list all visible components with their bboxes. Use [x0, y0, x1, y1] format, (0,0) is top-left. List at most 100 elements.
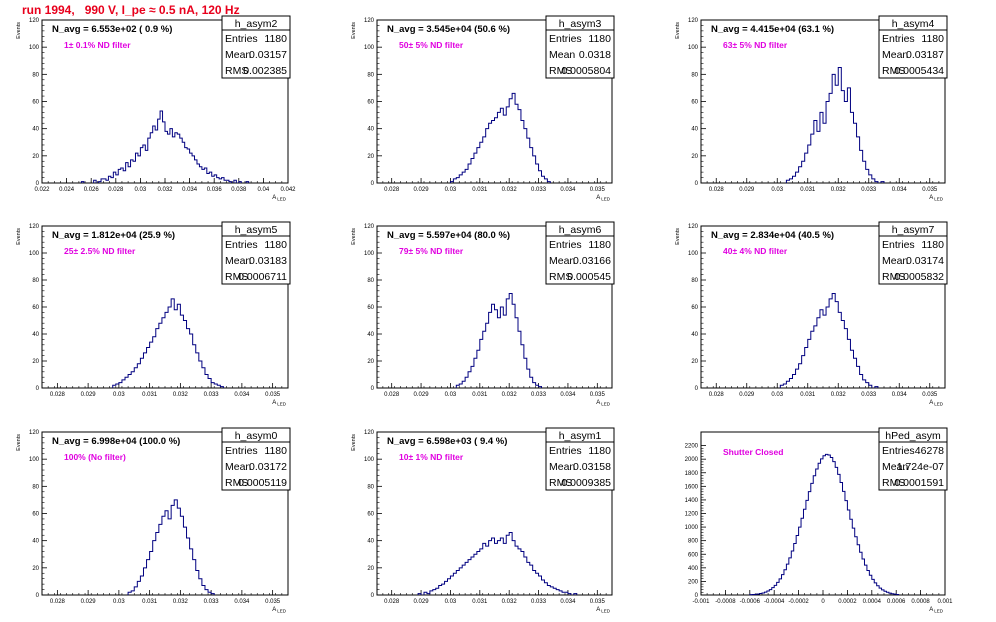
y-tick-label: 20	[367, 154, 374, 160]
y-tick-label: 40	[367, 127, 374, 133]
x-axis-title: ALED	[272, 607, 287, 614]
y-tick-label: 40	[367, 539, 374, 545]
x-tick-label: -0.0006	[740, 599, 761, 605]
x-tick-label: 0.029	[414, 599, 430, 605]
stats-label: Mean	[225, 461, 251, 473]
navg-label: N_avg = 2.834e+04 (40.5 %)	[711, 230, 834, 241]
y-tick-label: 0	[36, 593, 40, 599]
histogram-pad-h_asym6: 0.028 0.029 0.03 0.031 0.032 0.033 0.034 0.035 0…	[351, 221, 615, 407]
stats-label: Entries	[549, 33, 582, 45]
y-tick-label: 2000	[685, 457, 699, 463]
y-tick-label: 120	[29, 224, 40, 230]
x-tick-label: 0.035	[922, 187, 938, 193]
x-tick-label: 0.028	[709, 187, 725, 193]
stats-value: 0.03158	[573, 461, 611, 473]
stats-value: 1180	[264, 33, 287, 45]
x-tick-label: 0.028	[50, 599, 66, 605]
y-tick-label: 80	[32, 278, 39, 284]
navg-label: N_avg = 6.598e+03 ( 9.4 %)	[387, 436, 507, 447]
y-tick-label: 1600	[685, 484, 699, 490]
navg-label: N_avg = 1.812e+04 (25.9 %)	[52, 230, 175, 241]
x-tick-label: 0	[821, 599, 825, 605]
stats-label: RMS	[225, 271, 248, 283]
y-axis-title: Events	[351, 228, 357, 245]
stats-box	[221, 221, 291, 285]
y-axis-title: Events	[351, 22, 357, 39]
stats-label: Mean	[225, 255, 251, 267]
stats-box	[545, 221, 615, 285]
histogram-line	[127, 499, 215, 595]
x-tick-label: 0.034	[234, 392, 250, 398]
x-tick-label: 0.033	[204, 392, 220, 398]
y-tick-label: 100	[364, 45, 375, 51]
stats-histogram-name: h_asym4	[892, 18, 935, 30]
x-tick-label: -0.0004	[764, 599, 785, 605]
stats-value: 1180	[921, 33, 944, 45]
x-tick-label: 0.032	[502, 392, 518, 398]
x-tick-label: 0.033	[861, 187, 877, 193]
y-tick-label: 40	[367, 332, 374, 338]
stats-value: 0.03174	[906, 255, 944, 267]
histogram-pad-h_asym4: 0.028 0.029 0.03 0.031 0.032 0.033 0.034 0.035 0…	[675, 15, 948, 202]
x-tick-label: 0.033	[204, 599, 220, 605]
y-tick-label: 60	[32, 305, 39, 311]
histogram-line	[80, 110, 250, 183]
y-axis-title: Events	[16, 22, 22, 39]
x-tick-label: 0.03	[445, 392, 457, 398]
x-tick-label: 0.0002	[838, 599, 857, 605]
stats-label: Mean	[549, 255, 575, 267]
navg-label: N_avg = 3.545e+04 (50.6 %)	[387, 24, 510, 35]
stats-value: 0.0005804	[561, 65, 611, 77]
y-tick-label: 400	[688, 566, 699, 572]
y-tick-label: 40	[32, 539, 39, 545]
run-title: run 1994, 990 V, I_pe ≈ 0.5 nA, 120 Hz	[22, 3, 240, 17]
filter-annotation: 79± 5% ND filter	[399, 246, 464, 256]
stats-label: Entries	[882, 445, 915, 457]
y-tick-label: 0	[371, 593, 375, 599]
y-tick-label: 120	[29, 430, 40, 436]
filter-annotation: 10± 1% ND filter	[399, 452, 464, 462]
y-tick-label: 100	[688, 251, 699, 257]
stats-value: 1180	[588, 33, 611, 45]
x-tick-label: 0.031	[142, 392, 158, 398]
filter-annotation: 40± 4% ND filter	[723, 246, 788, 256]
x-tick-label: 0.04	[258, 187, 270, 193]
x-tick-label: 0.03	[135, 187, 147, 193]
y-tick-label: 0	[695, 593, 699, 599]
stats-value: 0.03157	[249, 49, 287, 61]
x-tick-label: 0.032	[502, 187, 518, 193]
x-tick-label: 0.035	[265, 599, 281, 605]
stats-label: Entries	[549, 239, 582, 251]
stats-label: RMS	[882, 65, 905, 77]
x-tick-label: 0.028	[384, 392, 400, 398]
y-tick-label: 1000	[685, 525, 699, 531]
x-tick-label: 0.036	[207, 187, 223, 193]
y-tick-label: 2200	[685, 444, 699, 450]
stats-histogram-name: hPed_asym	[885, 430, 941, 442]
y-tick-label: 20	[32, 154, 39, 160]
histogram-pad-h_asym3: 0.028 0.029 0.03 0.031 0.032 0.033 0.034 0.035 0…	[351, 15, 615, 202]
y-tick-label: 40	[691, 332, 698, 338]
x-tick-label: 0.033	[531, 599, 547, 605]
stats-label: RMS	[225, 65, 248, 77]
x-axis-title: ALED	[929, 400, 944, 407]
y-tick-label: 20	[367, 359, 374, 365]
y-tick-label: 120	[688, 18, 699, 24]
y-tick-label: 60	[367, 305, 374, 311]
x-tick-label: 0.034	[560, 392, 576, 398]
y-axis-title: Events	[16, 228, 22, 245]
histogram-pad-h_asym5: 0.028 0.029 0.03 0.031 0.032 0.033 0.034 0.035 0…	[16, 221, 291, 407]
y-tick-label: 100	[364, 251, 375, 257]
histogram-pad-h_asym7: 0.028 0.029 0.03 0.031 0.032 0.033 0.034 0.035 0…	[675, 221, 948, 407]
x-tick-label: 0.034	[892, 392, 908, 398]
x-tick-label: 0.0008	[911, 599, 930, 605]
x-tick-label: 0.03	[445, 599, 457, 605]
y-tick-label: 20	[691, 154, 698, 160]
x-tick-label: 0.035	[590, 599, 606, 605]
y-tick-label: 200	[688, 579, 699, 585]
stats-label: Mean	[882, 461, 908, 473]
x-axis-title: ALED	[596, 400, 611, 407]
y-tick-label: 0	[695, 386, 699, 392]
x-tick-label: 0.038	[231, 187, 247, 193]
